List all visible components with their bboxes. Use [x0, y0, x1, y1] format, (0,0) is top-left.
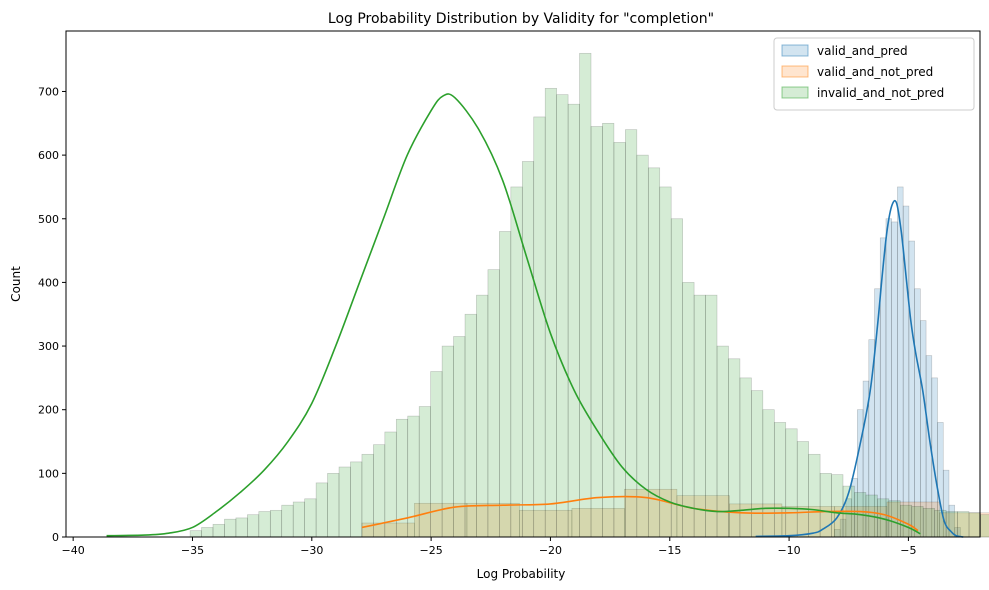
bar-valid_and_not_pred-4: [571, 508, 625, 538]
series-valid_and_pred-bars: [834, 186, 961, 538]
bar-invalid_and_not_pred-33: [567, 103, 580, 538]
bar-invalid_and_not_pred-12: [327, 473, 340, 538]
y-axis-ticks: 0 100 200 300 400 500 600 700: [38, 85, 66, 544]
x-tick-label: −25: [420, 544, 443, 557]
bar-invalid_and_not_pred-67: [957, 511, 970, 538]
bar-invalid_and_not_pred-26: [487, 269, 500, 538]
kde-line-valid_and_pred: [755, 199, 964, 538]
bar-valid_and_not_pred-1: [414, 502, 468, 538]
legend-label-valid_and_not_pred: valid_and_not_pred: [817, 65, 933, 79]
x-axis-ticks: −40 −35 −30 −25 −20 −15 −10 −5: [62, 537, 917, 557]
bar-invalid_and_not_pred-14: [350, 461, 363, 538]
bar-invalid_and_not_pred-25: [476, 294, 489, 538]
bar-valid_and_not_pred-10: [886, 501, 940, 538]
bar-invalid_and_not_pred-34: [579, 52, 592, 538]
bar-invalid_and_not_pred-35: [590, 126, 603, 538]
bar-invalid_and_not_pred-64: [922, 508, 935, 538]
bar-invalid_and_not_pred-4: [235, 517, 248, 538]
bar-invalid_and_not_pred-49: [751, 390, 764, 538]
bar-valid_and_pred-13: [908, 240, 915, 538]
legend-label-valid_and_pred: valid_and_pred: [817, 44, 908, 58]
x-tick-label: −30: [300, 544, 323, 557]
bar-valid_and_not_pred-6: [676, 495, 730, 538]
legend-label-invalid_and_not_pred: invalid_and_not_pred: [817, 86, 944, 100]
bar-invalid_and_not_pred-9: [292, 501, 305, 538]
bar-valid_and_not_pred-11: [939, 512, 989, 538]
y-tick-label: 400: [38, 276, 59, 289]
bar-invalid_and_not_pred-27: [499, 231, 512, 538]
x-tick-label: −5: [900, 544, 916, 557]
plot-frame: [65, 30, 981, 538]
bar-invalid_and_not_pred-32: [556, 94, 569, 538]
bar-invalid_and_not_pred-40: [647, 167, 661, 538]
bar-invalid_and_not_pred-20: [418, 406, 431, 538]
bar-invalid_and_not_pred-69: [980, 514, 989, 538]
plot-area: [106, 52, 989, 538]
bar-invalid_and_not_pred-2: [212, 523, 225, 538]
x-tick-label: −40: [62, 544, 85, 557]
y-tick-label: 500: [38, 213, 59, 226]
bar-invalid_and_not_pred-44: [693, 294, 706, 538]
bar-invalid_and_not_pred-7: [269, 509, 283, 538]
y-tick-label: 0: [52, 531, 59, 544]
x-tick-label: −35: [181, 544, 204, 557]
bar-invalid_and_not_pred-36: [602, 122, 615, 538]
bar-invalid_and_not_pred-56: [831, 474, 844, 538]
bar-invalid_and_not_pred-13: [338, 466, 351, 538]
bar-invalid_and_not_pred-1: [201, 527, 214, 538]
bar-invalid_and_not_pred-46: [716, 345, 729, 538]
x-tick-label: −10: [777, 544, 800, 557]
bar-invalid_and_not_pred-52: [785, 428, 798, 538]
y-tick-label: 600: [38, 149, 59, 162]
x-tick-label: −15: [658, 544, 681, 557]
bar-invalid_and_not_pred-50: [762, 409, 775, 538]
y-tick-label: 700: [38, 85, 59, 98]
y-tick-label: 300: [38, 340, 59, 353]
bar-invalid_and_not_pred-6: [258, 511, 271, 538]
bar-invalid_and_not_pred-54: [808, 453, 821, 538]
legend-swatch-valid_and_pred: [781, 44, 809, 57]
bar-invalid_and_not_pred-31: [544, 87, 557, 538]
kde-line-invalid_and_not_pred: [106, 93, 921, 537]
bar-invalid_and_not_pred-68: [968, 512, 981, 538]
bar-valid_and_pred-9: [885, 218, 892, 538]
bar-invalid_and_not_pred-5: [247, 514, 260, 538]
bar-valid_and_pred-14: [914, 288, 921, 538]
bar-invalid_and_not_pred-39: [636, 154, 649, 538]
bar-invalid_and_not_pred-8: [281, 504, 294, 538]
bar-invalid_and_not_pred-15: [361, 453, 374, 538]
bar-invalid_and_not_pred-11: [315, 482, 328, 538]
bar-invalid_and_not_pred-37: [613, 142, 626, 538]
bar-invalid_and_not_pred-51: [773, 422, 787, 538]
legend-swatch-valid_and_not_pred: [781, 65, 809, 78]
bar-invalid_and_not_pred-53: [796, 441, 809, 538]
bar-invalid_and_not_pred-45: [705, 294, 718, 538]
bar-invalid_and_not_pred-10: [304, 498, 317, 538]
y-axis-label: Count: [9, 266, 23, 302]
x-axis-label: Log Probability: [477, 567, 566, 581]
bar-invalid_and_not_pred-24: [464, 313, 477, 538]
bar-invalid_and_not_pred-19: [407, 415, 420, 538]
bar-valid_and_not_pred-2: [466, 502, 520, 538]
legend: valid_and_pred valid_and_not_pred invalid_…: [773, 37, 975, 111]
bar-invalid_and_not_pred-29: [521, 161, 535, 538]
chart-title: Log Probability Distribution by Validity…: [328, 11, 714, 27]
x-tick-label: −20: [539, 544, 562, 557]
bar-invalid_and_not_pred-30: [533, 116, 546, 538]
bar-invalid_and_not_pred-0: [189, 530, 202, 538]
y-tick-label: 100: [38, 467, 59, 480]
bar-invalid_and_not_pred-43: [682, 282, 695, 538]
bar-invalid_and_not_pred-41: [659, 186, 672, 538]
bar-valid_and_pred-10: [891, 221, 898, 538]
legend-box: [773, 37, 975, 111]
y-tick-label: 200: [38, 404, 59, 417]
bar-invalid_and_not_pred-3: [224, 518, 237, 538]
bar-invalid_and_not_pred-42: [670, 218, 683, 538]
legend-swatch-invalid_and_not_pred: [781, 86, 809, 99]
